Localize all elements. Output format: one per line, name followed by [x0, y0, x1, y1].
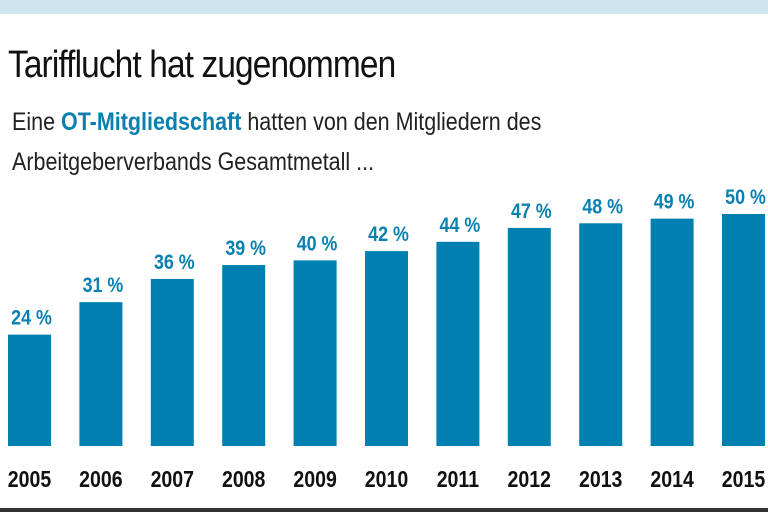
subtitle-line-1: Eine OT-Mitgliedschaft hatten von den Mi… [12, 108, 541, 137]
data-label-2010: 42 % [368, 223, 409, 247]
data-label-2012: 47 % [511, 200, 552, 224]
data-label-2011: 44 % [440, 214, 481, 238]
data-label-2014: 49 % [654, 190, 695, 214]
subtitle-post: hatten von den Mitgliedern des [241, 108, 542, 136]
x-tick-label-2012: 2012 [508, 467, 551, 493]
data-label-2008: 39 % [225, 237, 266, 261]
bar-2011 [436, 241, 480, 446]
top-band [0, 0, 768, 14]
bar-2013 [579, 223, 623, 446]
x-tick-label-2013: 2013 [579, 467, 623, 493]
data-label-2013: 48 % [582, 195, 623, 219]
x-tick-label-2007: 2007 [151, 467, 194, 493]
chart-title: Tarifflucht hat zugenommen [8, 44, 396, 86]
bar-2005 [8, 334, 51, 446]
bar-2012 [507, 227, 551, 446]
x-tick-label-2015: 2015 [722, 467, 766, 493]
x-tick-label-2014: 2014 [650, 467, 694, 493]
subtitle-pre: Eine [12, 108, 62, 136]
data-label-2015: 50 % [725, 186, 766, 210]
bar-2014 [650, 218, 694, 446]
bar-2010 [365, 251, 408, 446]
data-label-2009: 40 % [297, 232, 338, 256]
x-tick-label-2011: 2011 [437, 467, 480, 493]
data-label-2005: 24 % [11, 306, 52, 330]
data-label-2007: 36 % [154, 251, 195, 275]
bar-2007 [150, 278, 194, 446]
bar-2006 [79, 302, 123, 446]
bar-2015 [722, 214, 765, 446]
subtitle-highlight: OT-Mitgliedschaft [61, 108, 242, 136]
bar-2008 [222, 265, 266, 446]
subtitle-line-2: Arbeitgeberverbands Gesamtmetall ... [12, 148, 375, 176]
x-tick-label-2010: 2010 [365, 467, 408, 493]
data-label-2006: 31 % [83, 274, 124, 298]
bottom-rule [0, 508, 768, 512]
x-tick-label-2006: 2006 [79, 467, 123, 493]
x-tick-label-2005: 2005 [8, 467, 52, 493]
x-tick-label-2008: 2008 [222, 467, 266, 493]
x-tick-label-2009: 2009 [293, 467, 337, 493]
bar-2009 [293, 260, 337, 446]
